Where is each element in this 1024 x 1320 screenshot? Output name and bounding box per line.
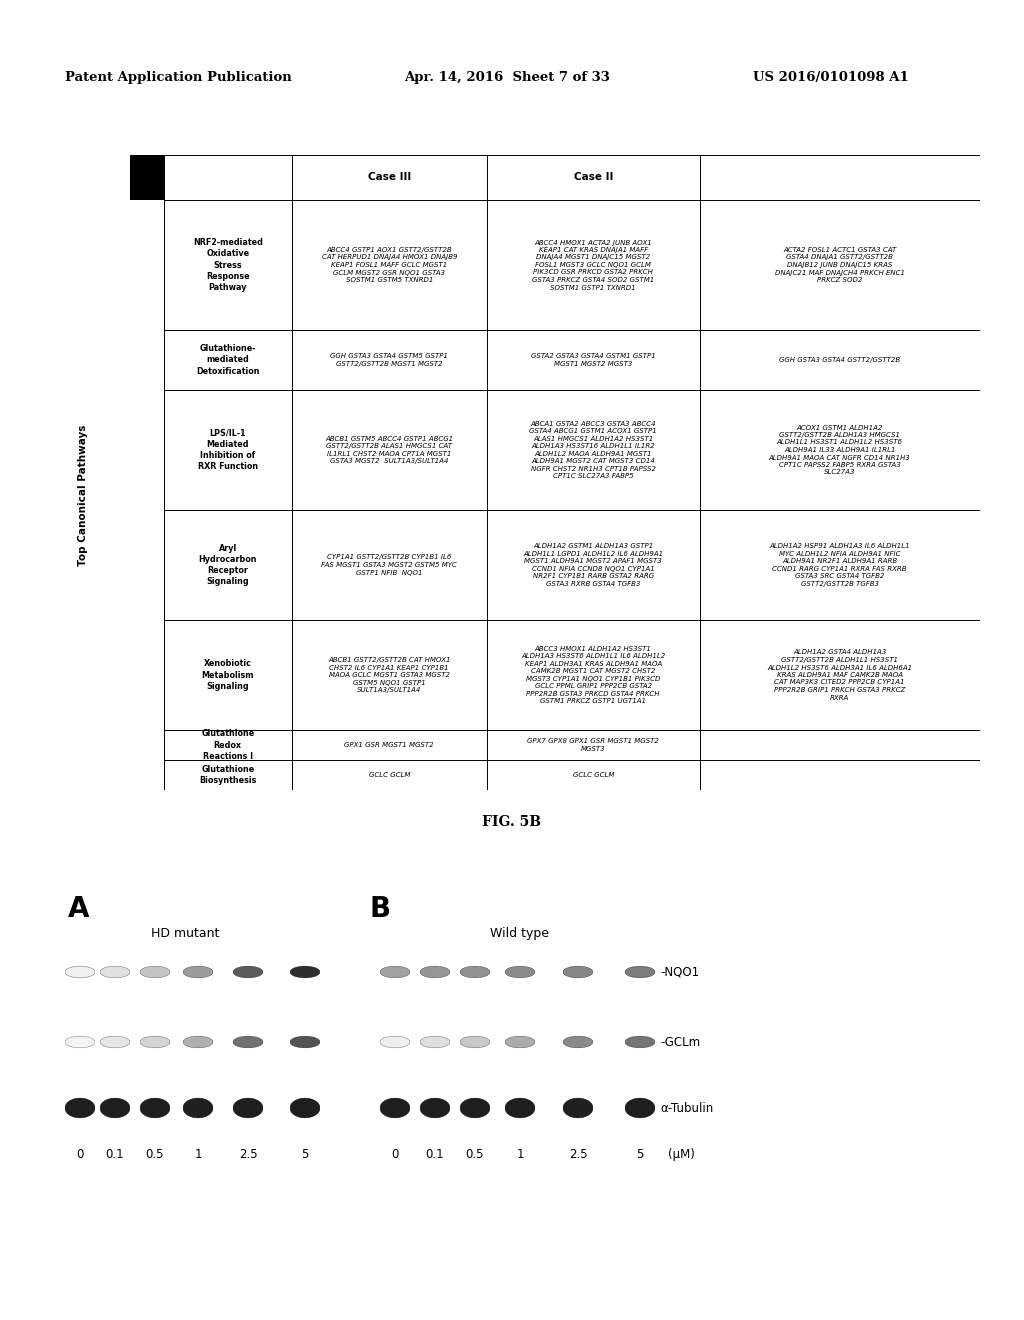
Text: GPX1 GSR MGST1 MGST2: GPX1 GSR MGST1 MGST2 bbox=[344, 742, 434, 748]
Ellipse shape bbox=[233, 1098, 263, 1118]
Text: ABCB1 GSTT2/GSTT2B CAT HMOX1
CHST2 IL6 CYP1A1 KEAP1 CYP1B1
MAOA GCLC MGST1 GSTA3: ABCB1 GSTT2/GSTT2B CAT HMOX1 CHST2 IL6 C… bbox=[328, 657, 451, 693]
Text: ACTA2 FOSL1 ACTC1 GSTA3 CAT
GSTA4 DNAJA1 GSTT2/GSTT2B
DNAJB12 JUNB DNAJC15 KRAS
: ACTA2 FOSL1 ACTC1 GSTA3 CAT GSTA4 DNAJA1… bbox=[775, 247, 905, 282]
Ellipse shape bbox=[420, 1098, 450, 1118]
Text: ALDH1A2 GSTM1 ALDH1A3 GSTP1
ALDH1L1 LGPD1 ALDH1L2 IL6 ALDH9A1
MGST1 ALDH9A1 MGST: ALDH1A2 GSTM1 ALDH1A3 GSTP1 ALDH1L1 LGPD… bbox=[523, 544, 664, 587]
Text: ALDH1A2 GSTA4 ALDH1A3
GSTT2/GSTT2B ALDH1L1 HS3ST1
ALDH1L2 HS3ST6 ALDH3A1 IL6 ALD: ALDH1A2 GSTA4 ALDH1A3 GSTT2/GSTT2B ALDH1… bbox=[767, 649, 912, 701]
Text: (μM): (μM) bbox=[668, 1148, 695, 1162]
Text: GCLC GCLM: GCLC GCLM bbox=[572, 772, 614, 777]
Ellipse shape bbox=[183, 1036, 213, 1048]
Bar bbox=[130, 154, 164, 201]
Ellipse shape bbox=[290, 1098, 319, 1118]
Ellipse shape bbox=[460, 1098, 490, 1118]
Ellipse shape bbox=[625, 966, 655, 978]
Ellipse shape bbox=[505, 1098, 535, 1118]
Text: HD mutant: HD mutant bbox=[151, 927, 219, 940]
Text: α-Tubulin: α-Tubulin bbox=[660, 1101, 714, 1114]
Text: 0.1: 0.1 bbox=[105, 1148, 124, 1162]
Text: Glutathione
Biosynthesis: Glutathione Biosynthesis bbox=[199, 766, 256, 785]
Ellipse shape bbox=[625, 1036, 655, 1048]
Text: 5: 5 bbox=[301, 1148, 308, 1162]
Ellipse shape bbox=[563, 1036, 593, 1048]
Ellipse shape bbox=[140, 966, 170, 978]
Text: 0: 0 bbox=[391, 1148, 398, 1162]
Text: -NQO1: -NQO1 bbox=[660, 965, 699, 978]
Ellipse shape bbox=[233, 966, 263, 978]
Ellipse shape bbox=[100, 966, 130, 978]
Text: GSTA2 GSTA3 GSTA4 GSTM1 GSTP1
MGST1 MGST2 MGST3: GSTA2 GSTA3 GSTA4 GSTM1 GSTP1 MGST1 MGST… bbox=[530, 354, 655, 367]
Text: ABCC4 GSTP1 AOX1 GSTT2/GSTT2B
CAT HERPUD1 DNAJA4 HMOX1 DNAJB9
KEAP1 FOSL1 MAFF G: ABCC4 GSTP1 AOX1 GSTT2/GSTT2B CAT HERPUD… bbox=[322, 247, 457, 282]
Text: 0: 0 bbox=[77, 1148, 84, 1162]
Text: 2.5: 2.5 bbox=[239, 1148, 257, 1162]
Ellipse shape bbox=[460, 1036, 490, 1048]
Text: ABCB1 GSTM5 ABCC4 GSTP1 ABCG1
GSTT2/GSTT2B ALAS1 HMGCS1 CAT
IL1RL1 CHST2 MAOA CP: ABCB1 GSTM5 ABCC4 GSTP1 ABCG1 GSTT2/GSTT… bbox=[326, 436, 454, 465]
Ellipse shape bbox=[233, 1036, 263, 1048]
Ellipse shape bbox=[183, 1098, 213, 1118]
Text: CYP1A1 GSTT2/GSTT2B CYP1B1 IL6
FAS MGST1 GSTA3 MGST2 GSTM5 MYC
GSTP1 NFIB  NQO1: CYP1A1 GSTT2/GSTT2B CYP1B1 IL6 FAS MGST1… bbox=[322, 554, 457, 576]
Text: GCLC GCLM: GCLC GCLM bbox=[369, 772, 410, 777]
Text: ALDH1A2 HSP91 ALDH1A3 IL6 ALDH1L1
MYC ALDH1L2 NFIA ALDH9A1 NFIC
ALDH9A1 NR2F1 AL: ALDH1A2 HSP91 ALDH1A3 IL6 ALDH1L1 MYC AL… bbox=[769, 544, 910, 587]
Ellipse shape bbox=[65, 1098, 95, 1118]
Ellipse shape bbox=[380, 1098, 410, 1118]
Text: US 2016/0101098 A1: US 2016/0101098 A1 bbox=[753, 71, 908, 84]
Text: GGH GSTA3 GSTA4 GSTT2/GSTT2B: GGH GSTA3 GSTA4 GSTT2/GSTT2B bbox=[779, 356, 900, 363]
Text: FIG. 5B: FIG. 5B bbox=[482, 814, 542, 829]
Ellipse shape bbox=[420, 966, 450, 978]
Text: ACOX1 GSTM1 ALDH1A2
GSTT2/GSTT2B ALDH1A3 HMGCS1
ALDH1L1 HS3ST1 ALDH1L2 HS3ST6
AL: ACOX1 GSTM1 ALDH1A2 GSTT2/GSTT2B ALDH1A3… bbox=[769, 425, 910, 475]
Text: 1: 1 bbox=[195, 1148, 202, 1162]
Text: ABCC3 HMOX1 ALDH1A2 HS3ST1
ALDH1A3 HS3ST6 ALDH1L1 IL6 ALDH1L2
KEAP1 ALDH3A1 KRAS: ABCC3 HMOX1 ALDH1A2 HS3ST1 ALDH1A3 HS3ST… bbox=[521, 645, 666, 705]
Ellipse shape bbox=[380, 1036, 410, 1048]
Text: Glutathione-
mediated
Detoxification: Glutathione- mediated Detoxification bbox=[196, 345, 259, 376]
Ellipse shape bbox=[65, 1036, 95, 1048]
Text: Glutathione
Redox
Reactions I: Glutathione Redox Reactions I bbox=[201, 730, 254, 760]
Ellipse shape bbox=[380, 966, 410, 978]
Text: Apr. 14, 2016  Sheet 7 of 33: Apr. 14, 2016 Sheet 7 of 33 bbox=[404, 71, 610, 84]
Text: 0.5: 0.5 bbox=[466, 1148, 484, 1162]
Text: Case II: Case II bbox=[573, 173, 613, 182]
Ellipse shape bbox=[563, 1098, 593, 1118]
Text: -GCLm: -GCLm bbox=[660, 1035, 700, 1048]
Text: Aryl
Hydrocarbon
Receptor
Signaling: Aryl Hydrocarbon Receptor Signaling bbox=[199, 544, 257, 586]
Text: Wild type: Wild type bbox=[490, 927, 550, 940]
Text: 5: 5 bbox=[636, 1148, 644, 1162]
Text: Top Canonical Pathways: Top Canonical Pathways bbox=[78, 424, 88, 566]
Text: 0.1: 0.1 bbox=[426, 1148, 444, 1162]
Text: GGH GSTA3 GSTA4 GSTM5 GSTP1
GSTT2/GSTT2B MGST1 MGST2: GGH GSTA3 GSTA4 GSTM5 GSTP1 GSTT2/GSTT2B… bbox=[331, 354, 449, 367]
Ellipse shape bbox=[505, 966, 535, 978]
Ellipse shape bbox=[100, 1036, 130, 1048]
Ellipse shape bbox=[290, 966, 319, 978]
Ellipse shape bbox=[183, 966, 213, 978]
Ellipse shape bbox=[65, 966, 95, 978]
Text: Xenobiotic
Metabolism
Signaling: Xenobiotic Metabolism Signaling bbox=[202, 660, 254, 690]
Ellipse shape bbox=[290, 1036, 319, 1048]
Text: 0.5: 0.5 bbox=[145, 1148, 164, 1162]
Ellipse shape bbox=[140, 1036, 170, 1048]
Ellipse shape bbox=[100, 1098, 130, 1118]
Ellipse shape bbox=[460, 966, 490, 978]
Text: A: A bbox=[68, 895, 89, 923]
Text: LPS/IL-1
Mediated
Inhibition of
RXR Function: LPS/IL-1 Mediated Inhibition of RXR Func… bbox=[198, 429, 258, 471]
Text: ABCA1 GSTA2 ABCC3 GSTA3 ABCC4
GSTA4 ABCG1 GSTM1 ACOX1 GSTP1
ALAS1 HMGCS1 ALDH1A2: ABCA1 GSTA2 ABCC3 GSTA3 ABCC4 GSTA4 ABCG… bbox=[529, 421, 657, 479]
Text: 2.5: 2.5 bbox=[568, 1148, 588, 1162]
Text: Case III: Case III bbox=[368, 173, 411, 182]
Text: 1: 1 bbox=[516, 1148, 523, 1162]
Ellipse shape bbox=[420, 1036, 450, 1048]
Ellipse shape bbox=[625, 1098, 655, 1118]
Text: GPX7 GPX8 GPX1 GSR MGST1 MGST2
MGST3: GPX7 GPX8 GPX1 GSR MGST1 MGST2 MGST3 bbox=[527, 738, 659, 752]
Text: Patent Application Publication: Patent Application Publication bbox=[65, 71, 291, 84]
Text: B: B bbox=[370, 895, 391, 923]
Ellipse shape bbox=[563, 966, 593, 978]
Text: ABCC4 HMOX1 ACTA2 JUNB AOX1
KEAP1 CAT KRAS DNAJA1 MAFF
DNAJA4 MGST1 DNAJC15 MGST: ABCC4 HMOX1 ACTA2 JUNB AOX1 KEAP1 CAT KR… bbox=[532, 239, 654, 290]
Text: NRF2-mediated
Oxidative
Stress
Response
Pathway: NRF2-mediated Oxidative Stress Response … bbox=[193, 239, 263, 292]
Ellipse shape bbox=[140, 1098, 170, 1118]
Ellipse shape bbox=[505, 1036, 535, 1048]
